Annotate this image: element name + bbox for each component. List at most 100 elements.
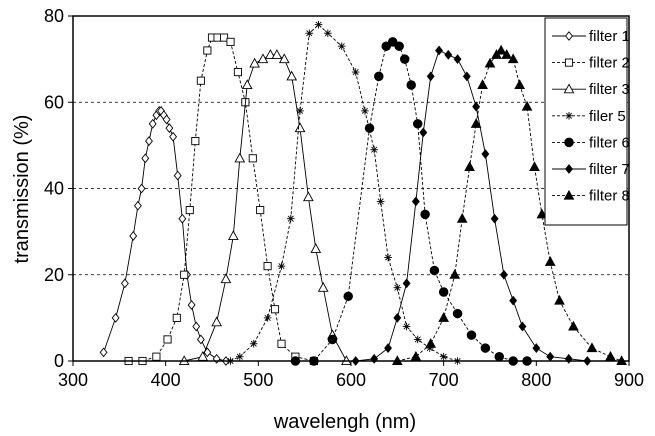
data-point xyxy=(187,300,196,310)
tick-marks xyxy=(68,15,630,366)
legend-label: filter 3 xyxy=(589,81,630,98)
data-point xyxy=(256,206,265,215)
data-point xyxy=(399,54,410,64)
data-point xyxy=(480,343,491,353)
data-point xyxy=(481,149,490,159)
data-point xyxy=(501,49,513,59)
data-point xyxy=(449,269,461,279)
data-point xyxy=(370,145,378,154)
data-point xyxy=(343,291,353,302)
data-point xyxy=(265,49,276,59)
data-point xyxy=(536,208,548,219)
data-point xyxy=(277,339,286,348)
data-point xyxy=(305,29,314,38)
data-point xyxy=(133,200,142,211)
legend-item: filer 5 xyxy=(552,108,626,125)
legend-item: filter 7 xyxy=(552,161,630,178)
data-point xyxy=(412,119,423,129)
y-axis-title: transmission (%) xyxy=(11,115,33,264)
data-point xyxy=(374,71,384,82)
series-2 xyxy=(124,33,318,366)
data-point xyxy=(381,41,391,51)
legend-label: filer 5 xyxy=(589,108,626,125)
data-point xyxy=(277,262,286,270)
data-point xyxy=(141,153,150,164)
data-point xyxy=(351,68,360,76)
data-point xyxy=(394,41,404,51)
data-point xyxy=(180,270,189,279)
legend-marker xyxy=(564,58,574,67)
data-point xyxy=(169,131,178,142)
data-point xyxy=(162,114,171,125)
data-point xyxy=(509,295,518,306)
data-point xyxy=(211,316,222,327)
data-point xyxy=(470,118,482,128)
data-point xyxy=(406,80,416,90)
data-point xyxy=(249,57,260,68)
data-point xyxy=(411,196,420,207)
legend-item: filter 3 xyxy=(552,81,630,98)
data-point xyxy=(364,123,375,133)
data-point xyxy=(99,347,108,358)
y-tick-label: 20 xyxy=(44,265,64,285)
data-point xyxy=(402,278,411,289)
data-point xyxy=(393,312,402,323)
legend-marker xyxy=(563,189,575,200)
data-point xyxy=(286,214,295,223)
data-point xyxy=(278,53,290,64)
x-tick-label: 500 xyxy=(243,370,273,390)
data-point xyxy=(514,79,526,90)
data-point xyxy=(203,46,212,55)
data-point xyxy=(586,342,598,353)
legend-marker xyxy=(565,31,573,41)
data-point xyxy=(236,352,244,361)
data-point xyxy=(546,351,555,362)
data-point xyxy=(191,137,200,146)
data-point xyxy=(387,37,398,47)
data-point xyxy=(129,231,138,241)
series-line xyxy=(230,23,458,362)
data-point xyxy=(185,206,194,215)
data-point xyxy=(263,262,272,271)
legend-marker xyxy=(565,112,573,120)
data-point xyxy=(317,281,329,292)
series-1 xyxy=(99,105,230,366)
data-point xyxy=(270,305,280,314)
y-tick-labels: 0 20 40 60 80 xyxy=(44,6,64,371)
data-point xyxy=(376,197,385,206)
data-point xyxy=(402,322,411,331)
data-point xyxy=(178,213,187,224)
data-point xyxy=(152,352,161,361)
data-point xyxy=(464,161,475,171)
legend-item: filter 6 xyxy=(552,134,630,151)
data-point xyxy=(384,343,393,353)
series-5 xyxy=(290,37,532,366)
x-tick-labels: 300 400 500 600 700 800 900 xyxy=(58,370,644,390)
legend-label: filter 7 xyxy=(589,161,630,178)
data-point xyxy=(425,338,437,348)
data-point xyxy=(234,152,246,163)
x-tick-label: 600 xyxy=(336,370,366,390)
x-tick-label: 900 xyxy=(614,370,644,390)
legend-item: filter 2 xyxy=(552,55,630,72)
data-point xyxy=(393,283,402,292)
data-point xyxy=(241,79,253,90)
legend-marker xyxy=(564,137,574,148)
data-point xyxy=(462,71,471,82)
data-point xyxy=(490,213,499,224)
data-point xyxy=(494,351,505,362)
data-point xyxy=(370,353,379,364)
x-tick-label: 800 xyxy=(521,370,551,390)
data-point xyxy=(495,44,507,55)
data-point xyxy=(507,53,519,64)
data-point xyxy=(303,191,314,202)
data-point xyxy=(521,100,533,111)
data-point xyxy=(410,350,422,361)
data-point xyxy=(420,209,430,220)
data-point xyxy=(529,161,540,171)
data-point xyxy=(453,54,462,65)
data-point xyxy=(605,350,616,361)
data-point xyxy=(444,49,453,60)
data-point xyxy=(413,335,422,344)
legend-label: filter 2 xyxy=(589,55,630,72)
